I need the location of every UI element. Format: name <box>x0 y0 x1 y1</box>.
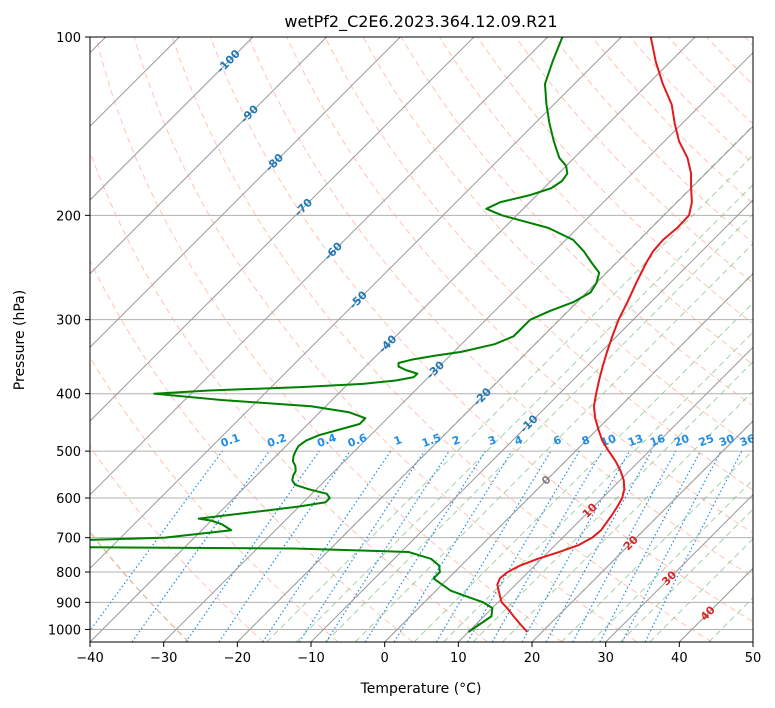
y-axis-ticks: 100 200 300 400 500 600 700 800 900 1000 <box>48 31 90 638</box>
mixing-ratio-line <box>131 450 270 642</box>
x-tick-label: 30 <box>597 651 614 666</box>
dry-adiabat-line <box>90 445 264 642</box>
chart-title: wetPf2_C2E6.2023.364.12.09.R21 <box>284 12 557 32</box>
y-tick-label: 500 <box>56 445 81 460</box>
mixing-ratio-label: 2 <box>450 433 462 448</box>
mixing-ratio-label: 25 <box>697 432 716 449</box>
mixing-ratio-line <box>393 450 513 642</box>
dry-adiabat-line <box>133 37 638 642</box>
isotherm-line <box>90 37 401 349</box>
dry-adiabat-line <box>629 37 753 165</box>
mixing-ratio-label: 1 <box>392 433 404 448</box>
x-tick-label: −30 <box>150 651 177 666</box>
y-axis-label: Pressure (hPa) <box>12 290 28 390</box>
isobar-lines <box>90 37 753 630</box>
y-tick-label: 1000 <box>48 623 81 638</box>
mixing-ratio-line <box>435 450 552 642</box>
x-tick-label: 20 <box>524 651 541 666</box>
dry-adiabat-line <box>324 37 753 491</box>
isotherm-line <box>531 420 753 642</box>
isotherm-line <box>90 37 696 642</box>
mixing-ratio-line <box>466 450 580 642</box>
mixing-ratio-label: 30 <box>717 432 736 450</box>
dewpoint-profile-line <box>90 37 601 633</box>
y-tick-label: 100 <box>56 31 81 46</box>
isotherm-lines <box>90 37 753 642</box>
dry-adiabat-line <box>477 37 753 325</box>
x-axis-label: Temperature (°C) <box>360 681 482 697</box>
mixing-ratio-line <box>572 450 677 642</box>
mixing-ratio-label: 3 <box>486 433 498 448</box>
mixing-ratio-label: 0.1 <box>219 431 242 450</box>
isotherm-line <box>236 125 753 642</box>
isotherm-line <box>90 37 475 422</box>
x-axis-ticks: −40 −30 −20 −10 0 10 20 30 40 50 <box>76 642 761 666</box>
x-tick-label: 50 <box>745 651 762 666</box>
mixing-ratio-label: 0.6 <box>346 431 369 450</box>
dry-adiabat-line <box>171 37 712 642</box>
mixing-ratio-label: 20 <box>672 432 691 450</box>
mixing-ratio-line <box>325 450 450 642</box>
dry-adiabat-lines <box>90 37 753 642</box>
mixing-ratio-line <box>218 450 351 642</box>
y-tick-label: 900 <box>56 596 81 611</box>
x-tick-label: −20 <box>224 651 251 666</box>
x-tick-label: 0 <box>381 651 389 666</box>
mixing-ratio-label-group: 0.1 0.2 0.4 0.6 1 1.5 2 3 4 6 8 10 13 16 20 25 30 36 <box>219 431 757 450</box>
dry-adiabat-line <box>90 259 414 642</box>
y-tick-label: 400 <box>56 388 81 403</box>
mixing-ratio-label: 13 <box>626 432 645 449</box>
sounding-profiles <box>90 37 693 633</box>
isotherm-line <box>90 37 254 201</box>
mixing-ratio-label: 6 <box>552 433 564 448</box>
isotherm-line <box>457 346 753 642</box>
dry-adiabat-line <box>248 37 753 578</box>
x-tick-label: 10 <box>450 651 467 666</box>
temperature-profile-line <box>496 37 693 633</box>
y-tick-label: 600 <box>56 492 81 507</box>
mixing-ratio-line <box>364 450 486 642</box>
mixing-ratio-label: 16 <box>648 432 667 450</box>
mixing-ratio-label: 4 <box>513 433 525 448</box>
isotherm-line <box>90 37 549 496</box>
mixing-ratio-label: 36 <box>738 432 757 450</box>
mixing-ratio-label: 8 <box>580 433 592 448</box>
y-tick-label: 700 <box>56 532 81 547</box>
y-tick-label: 800 <box>56 566 81 581</box>
isotherm-line <box>90 37 328 275</box>
isotherm-line <box>90 37 622 570</box>
mixing-ratio-line <box>90 450 223 632</box>
dry-adiabat-line <box>591 37 753 204</box>
x-tick-label: 40 <box>671 651 688 666</box>
x-tick-label: −10 <box>297 651 324 666</box>
mixing-ratio-label: 0.4 <box>315 431 338 450</box>
isotherm-line <box>310 199 753 642</box>
dry-adiabat-line <box>95 37 563 642</box>
y-tick-label: 200 <box>56 209 81 224</box>
isotherm-line <box>163 51 753 642</box>
mixing-ratio-line <box>185 450 320 642</box>
mixing-ratio-label: 1.5 <box>420 431 443 450</box>
isotherm-line <box>384 272 753 642</box>
mixing-ratio-label: 0.2 <box>266 431 289 450</box>
dry-adiabat-line <box>400 37 753 407</box>
y-tick-label: 300 <box>56 314 81 329</box>
mixing-ratio-line <box>491 450 603 642</box>
isotherm-line <box>605 493 753 642</box>
dry-adiabat-line <box>515 37 753 284</box>
dry-adiabat-line <box>210 37 753 623</box>
x-tick-label: −40 <box>76 651 103 666</box>
plot-frame <box>89 36 754 643</box>
